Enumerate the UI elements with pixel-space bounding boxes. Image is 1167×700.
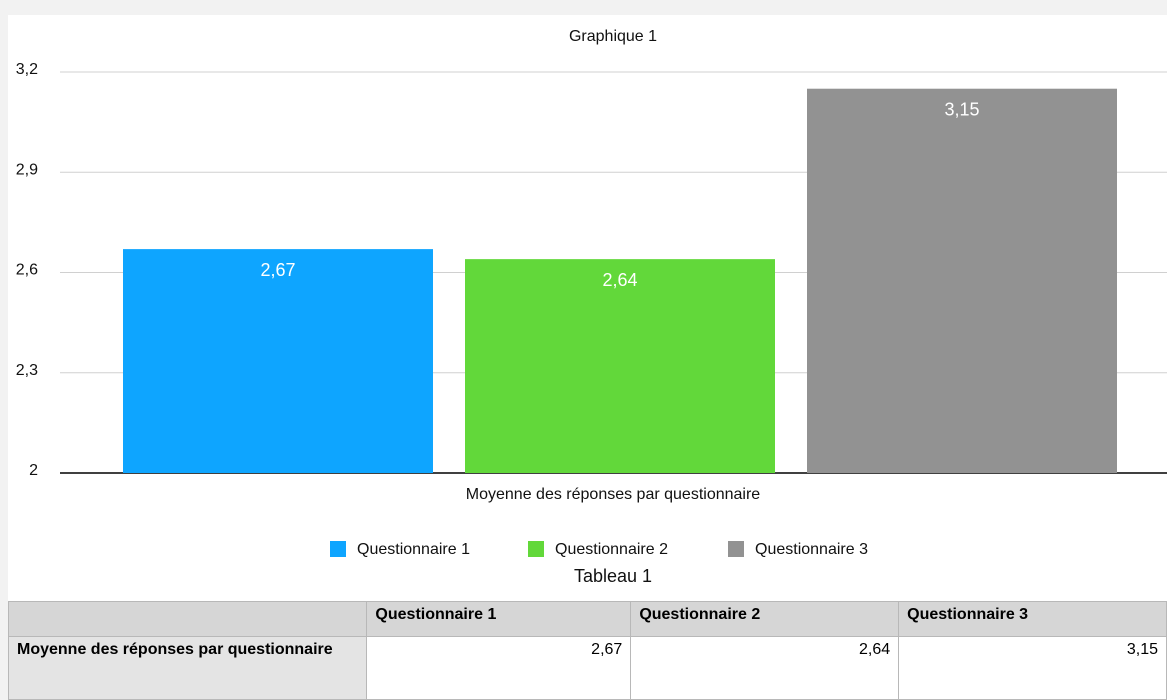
chart-title: Graphique 1 <box>569 28 657 45</box>
y-tick-label: 2,6 <box>16 262 38 279</box>
data-label: 3,15 <box>944 99 979 119</box>
legend-label: Questionnaire 3 <box>755 541 868 558</box>
corner-cell <box>7 601 368 637</box>
legend-swatch <box>330 541 346 557</box>
column-header: Questionnaire 3 <box>898 601 1167 637</box>
data-table: Questionnaire 1 Questionnaire 2 Question… <box>7 601 1167 700</box>
row-header: Moyenne des réponses par questionnaire <box>7 636 368 700</box>
y-tick-label: 3,2 <box>16 61 38 78</box>
legend-swatch <box>528 541 544 557</box>
y-tick-label: 2,3 <box>16 362 38 379</box>
data-row: Moyenne des réponses par questionnaire 2… <box>7 636 1167 700</box>
data-label: 2,64 <box>602 270 637 290</box>
column-header: Questionnaire 2 <box>630 601 900 637</box>
y-tick-label: 2 <box>29 462 38 479</box>
column-header: Questionnaire 1 <box>366 601 632 637</box>
table-title: Tableau 1 <box>574 566 652 586</box>
bar <box>123 249 433 473</box>
chart: Graphique 1 Moyenne des réponses par que… <box>16 28 1167 586</box>
data-label: 2,67 <box>260 260 295 280</box>
y-tick-label: 2,9 <box>16 161 38 178</box>
cell: 2,67 <box>366 636 632 700</box>
cell: 3,15 <box>898 636 1167 700</box>
bar <box>465 259 775 473</box>
bar <box>807 88 1117 473</box>
header-row: Questionnaire 1 Questionnaire 2 Question… <box>7 601 1167 637</box>
legend-swatch <box>728 541 744 557</box>
legend-label: Questionnaire 2 <box>555 541 668 558</box>
cell: 2,64 <box>630 636 900 700</box>
legend-label: Questionnaire 1 <box>357 541 470 558</box>
x-category-label: Moyenne des réponses par questionnaire <box>466 486 761 503</box>
